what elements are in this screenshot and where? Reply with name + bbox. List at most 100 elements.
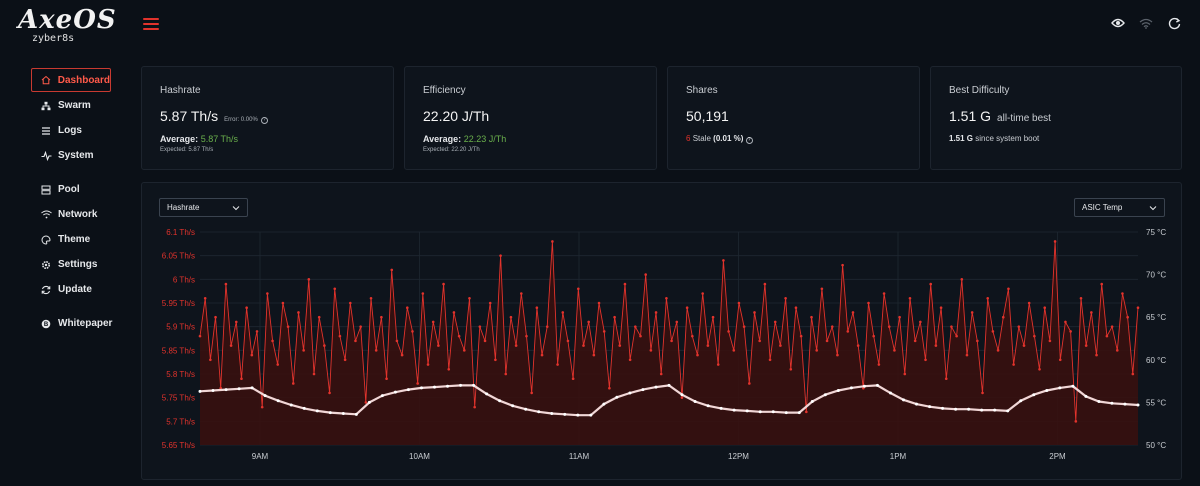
x-tick-label: 2PM bbox=[1049, 452, 1066, 461]
hashrate-point bbox=[758, 339, 761, 343]
temp-point bbox=[433, 385, 436, 389]
temp-point bbox=[537, 410, 541, 414]
hashrate-point bbox=[784, 296, 787, 300]
hashrate-point bbox=[214, 315, 217, 319]
pulse-icon bbox=[40, 150, 52, 162]
hashrate-point bbox=[587, 320, 590, 324]
menu-icon[interactable] bbox=[143, 18, 159, 32]
info-icon[interactable]: ? bbox=[745, 137, 753, 144]
hashrate-point bbox=[976, 339, 979, 343]
chevron-down-icon bbox=[1149, 205, 1157, 210]
eye-icon[interactable] bbox=[1110, 15, 1126, 31]
hashrate-point bbox=[494, 358, 497, 362]
y-right-tick-label: 75 °C bbox=[1146, 228, 1166, 237]
hashrate-point bbox=[571, 377, 575, 381]
sidebar-item-label: Pool bbox=[58, 184, 80, 195]
top-bar: AxeOS zyber8s bbox=[0, 0, 1200, 52]
sidebar-item-swarm[interactable]: Swarm bbox=[31, 93, 128, 118]
hashrate-point bbox=[877, 363, 881, 366]
hashrate-point bbox=[649, 349, 653, 352]
card-title: Efficiency bbox=[423, 85, 466, 96]
sidebar-item-update[interactable]: Update bbox=[31, 277, 128, 302]
sidebar-item-logs[interactable]: Logs bbox=[31, 118, 128, 143]
sidebar-item-label: Network bbox=[58, 209, 98, 220]
hashrate-point bbox=[369, 296, 373, 300]
hashrate-point bbox=[597, 301, 601, 305]
hashrate-point bbox=[1058, 358, 1062, 362]
x-tick-label: 10AM bbox=[409, 452, 430, 461]
hashrate-point bbox=[773, 320, 777, 324]
hashrate-point bbox=[1131, 372, 1135, 376]
sidebar-item-whitepaper[interactable]: B Whitepaper bbox=[31, 311, 128, 336]
hashrate-card: Hashrate 5.87 Th/s Error: 0.00%? Average… bbox=[141, 66, 394, 170]
hashrate-point bbox=[1100, 282, 1104, 286]
shares-value: 50,191 bbox=[686, 108, 729, 124]
sidebar-item-label: System bbox=[58, 150, 94, 161]
hashrate-point bbox=[903, 372, 907, 376]
hashrate-point bbox=[856, 344, 860, 347]
info-icon[interactable]: ? bbox=[260, 116, 268, 124]
stale-label: Stale bbox=[692, 134, 711, 143]
efficiency-card: Efficiency 22.20 J/Th Average: 22.23 J/T… bbox=[404, 66, 657, 170]
temp-point bbox=[849, 386, 853, 390]
hashrate-point bbox=[374, 349, 378, 352]
temp-point bbox=[1058, 386, 1062, 390]
average-line: Average: 5.87 Th/s bbox=[160, 134, 375, 144]
temp-point bbox=[224, 388, 228, 392]
error-rate-text: Error: 0.00% bbox=[224, 117, 258, 123]
logo[interactable]: AxeOS zyber8s bbox=[18, 6, 116, 44]
sidebar-item-settings[interactable]: Settings bbox=[31, 252, 128, 277]
hashrate-point bbox=[566, 339, 570, 343]
wifi-icon[interactable] bbox=[1138, 15, 1154, 31]
hashrate-point bbox=[240, 377, 243, 381]
sidebar-item-dashboard[interactable]: Dashboard bbox=[31, 68, 111, 92]
hashrate-point bbox=[841, 263, 844, 267]
temp-point bbox=[498, 399, 502, 403]
hashrate-point bbox=[592, 353, 596, 357]
hashrate-point bbox=[1043, 306, 1047, 310]
sidebar-item-label: Theme bbox=[58, 234, 91, 245]
hashrate-point bbox=[602, 330, 606, 333]
temp-point bbox=[198, 389, 202, 393]
temp-point bbox=[745, 409, 749, 413]
hashrate-point bbox=[400, 353, 404, 357]
temp-point bbox=[706, 404, 710, 408]
best-difficulty-value: 1.51 G bbox=[949, 108, 992, 124]
since-boot-line: 1.51 G since system boot bbox=[949, 134, 1163, 143]
sidebar-item-theme[interactable]: Theme bbox=[31, 227, 128, 252]
x-tick-label: 9AM bbox=[252, 452, 269, 461]
hashrate-point bbox=[540, 353, 544, 357]
hashrate-point bbox=[452, 311, 456, 314]
refresh-icon[interactable] bbox=[1166, 15, 1182, 31]
hashrate-point bbox=[634, 325, 637, 328]
sidebar-item-pool[interactable]: Pool bbox=[31, 177, 128, 202]
hashrate-point bbox=[893, 349, 896, 352]
hashrate-point bbox=[732, 349, 736, 352]
right-metric-select[interactable]: ASIC Temp bbox=[1074, 198, 1165, 217]
sidebar-item-network[interactable]: Network bbox=[31, 202, 128, 227]
hashrate-point bbox=[1095, 353, 1098, 357]
hashrate-point bbox=[286, 325, 290, 328]
hashrate-point bbox=[276, 363, 280, 366]
sidebar-item-system[interactable]: System bbox=[31, 143, 128, 168]
temp-point bbox=[993, 408, 997, 412]
temp-point bbox=[1071, 384, 1075, 388]
hashrate-point bbox=[1105, 334, 1109, 338]
best-difficulty-note: all-time best bbox=[997, 113, 1051, 124]
hashrate-point bbox=[297, 311, 300, 314]
hashrate-point bbox=[680, 396, 684, 399]
y-left-tick-label: 6.1 Th/s bbox=[166, 228, 195, 237]
hashrate-point bbox=[965, 353, 969, 357]
temp-point bbox=[1032, 393, 1036, 397]
y-right-tick-label: 70 °C bbox=[1146, 271, 1166, 280]
hashrate-point bbox=[447, 367, 451, 371]
chart-panel: Hashrate ASIC Temp 6.1 Th/s 6.05 Th/s 6 Th… bbox=[141, 182, 1182, 480]
hashrate-point bbox=[659, 372, 663, 376]
hashrate-point bbox=[1038, 367, 1041, 371]
hashrate-point bbox=[1079, 296, 1083, 300]
hashrate-point bbox=[1027, 301, 1031, 305]
temp-point bbox=[693, 400, 697, 404]
temp-point bbox=[485, 392, 489, 396]
hashrate-point bbox=[354, 339, 357, 343]
left-metric-select[interactable]: Hashrate bbox=[159, 198, 248, 217]
